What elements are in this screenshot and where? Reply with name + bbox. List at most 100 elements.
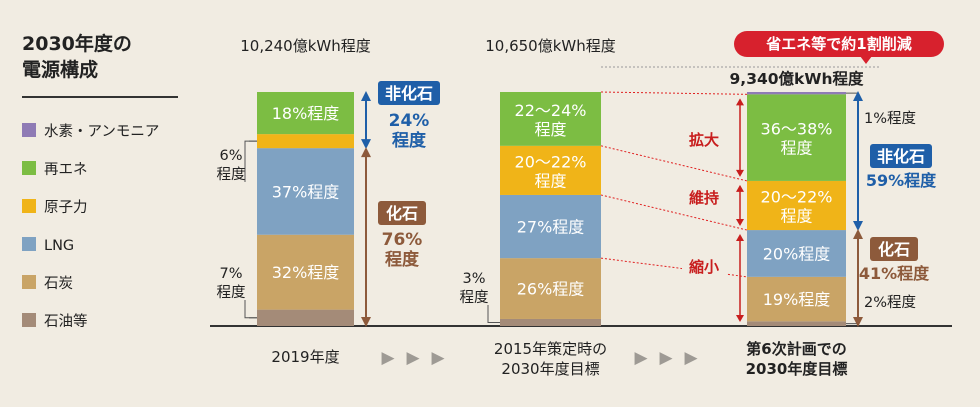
bar-2-segment-1 — [747, 276, 846, 322]
bar-0-segment-2 — [257, 148, 354, 235]
connector-dashed-1 — [600, 145, 748, 182]
bar-2-segment-3 — [747, 180, 846, 231]
progress-arrow-0-2: ▶ — [431, 348, 445, 368]
bar-0-group-1-arrow-bottom — [361, 317, 371, 327]
legend-label-2: 原子力 — [44, 199, 88, 216]
bar-2-group-1-arrow-bottom — [853, 317, 863, 327]
callout-tail — [860, 56, 872, 64]
bar-1-label-2: 27%程度 — [517, 218, 585, 237]
change-1-label: 維持 — [689, 189, 719, 207]
legend-swatch-4 — [22, 275, 36, 289]
bar-0-sidelabel-3: 6%程度 — [217, 148, 246, 183]
legend-swatch-0 — [22, 123, 36, 137]
bar-1-segment-1 — [500, 258, 601, 319]
bar-1-segment-3 — [500, 145, 601, 195]
progress-arrow-0-1: ▶ — [406, 348, 420, 368]
bar-2-sidelabel-5: 1%程度 — [864, 110, 916, 127]
progress-arrow-1-2: ▶ — [684, 348, 698, 368]
bar-1-segment-0 — [500, 318, 601, 326]
bar-0-group-0-box — [378, 81, 440, 105]
bar-1-leader2-0 — [487, 305, 500, 323]
bar-0-category: 2019年度 — [271, 348, 339, 366]
bar-2-group-1-value: 41%程度 — [859, 264, 930, 283]
bar-2-group-1-name: 化石 — [878, 240, 910, 259]
bar-2-group-0-name: 非化石 — [877, 147, 925, 166]
change-1-arrow-top — [736, 184, 744, 192]
bar-2-total: 9,340億kWh程度 — [730, 69, 864, 88]
bar-1-segment-4 — [500, 92, 601, 146]
bar-0-leader2-3 — [244, 140, 257, 182]
change-1-bg — [682, 187, 726, 209]
bar-2-segment-5 — [747, 92, 846, 95]
change-2-label: 縮小 — [689, 258, 719, 276]
bar-2-sidelabel-0: 2%程度 — [864, 294, 916, 311]
bar-0-group-1-name: 化石 — [386, 204, 418, 223]
legend-swatch-5 — [22, 313, 36, 327]
bar-2-segment-0 — [747, 321, 846, 326]
bar-2-group-0-arrow-top — [853, 91, 863, 101]
bar-2-label-3: 20～22%程度 — [761, 187, 833, 225]
bar-1-label-1: 26%程度 — [517, 280, 585, 299]
bar-2-group-1-arrow-top — [853, 229, 863, 240]
bar-0-segment-3 — [257, 134, 354, 149]
bar-2-group-1-box — [870, 237, 918, 261]
bar-0-group-0-arrow-top — [361, 91, 371, 101]
bar-0-sidelabel-0: 7%程度 — [217, 266, 246, 301]
bar-0-group-0-name: 非化石 — [385, 84, 433, 103]
bar-0-total: 10,240億kWh程度 — [240, 37, 371, 55]
bar-0-leader2-0 — [244, 300, 257, 319]
callout-text: 省エネ等で約1割削減 — [765, 35, 911, 53]
bar-2-label-1: 19%程度 — [763, 290, 831, 309]
connector-dashed-3 — [600, 257, 748, 278]
change-1-arrow-bottom — [736, 219, 744, 227]
bar-2-segment-2 — [747, 230, 846, 277]
bar-2-group-0-value: 59%程度 — [866, 171, 937, 190]
change-0-arrow-top — [736, 98, 744, 106]
bar-0-label-4: 18%程度 — [272, 104, 340, 123]
legend-label-1: 再エネ — [44, 161, 88, 178]
bar-2-segment-4 — [747, 94, 846, 181]
legend-swatch-1 — [22, 161, 36, 175]
bar-2-category: 第6次計画での 2030年度目標 — [746, 340, 848, 378]
bar-2-group-0-arrow-bottom — [853, 221, 863, 232]
bar-1-label-3: 20～22%程度 — [515, 152, 587, 190]
legend-swatch-3 — [22, 237, 36, 251]
bar-2-label-4: 36～38%程度 — [761, 120, 833, 158]
change-0-bg — [682, 129, 726, 151]
connector-dashed-2 — [600, 194, 748, 231]
bar-1-segment-2 — [500, 194, 601, 259]
change-2-bg — [682, 256, 726, 278]
bar-1-sidelabel-0: 3%程度 — [460, 271, 489, 306]
progress-arrow-1-1: ▶ — [659, 348, 673, 368]
bar-0-group-1-arrow-top — [361, 147, 371, 158]
bar-0-label-1: 32%程度 — [272, 263, 340, 282]
bar-0-segment-1 — [257, 234, 354, 310]
change-0-arrow-bottom — [736, 169, 744, 177]
change-0-label: 拡大 — [689, 131, 719, 149]
bar-0-segment-0 — [257, 309, 354, 326]
bar-1-total: 10,650億kWh程度 — [485, 37, 616, 55]
legend-label-4: 石炭 — [44, 275, 73, 292]
bar-0-group-0-value: 24%程度 — [389, 111, 430, 151]
legend-label-0: 水素・アンモニア — [44, 123, 159, 140]
chart-title: 2030年度の電源構成 — [22, 32, 132, 81]
bar-0-label-2: 37%程度 — [272, 182, 340, 201]
progress-arrow-0-0: ▶ — [381, 348, 395, 368]
callout-bubble — [734, 31, 944, 57]
legend-label-3: LNG — [44, 238, 74, 254]
bar-0-segment-4 — [257, 92, 354, 135]
bar-0-group-1-box — [378, 201, 426, 225]
bar-0-group-0-arrow-bottom — [361, 139, 371, 150]
bar-1-category: 2015年策定時の 2030年度目標 — [494, 340, 607, 378]
change-2-arrow-bottom — [736, 315, 744, 322]
connector-dashed-0 — [600, 91, 748, 95]
bar-0-group-1-value: 76%程度 — [382, 230, 423, 270]
legend-label-5: 石油等 — [44, 312, 88, 330]
bar-2-label-2: 20%程度 — [763, 244, 831, 263]
bar-1-label-4: 22～24%程度 — [515, 101, 587, 139]
legend-swatch-2 — [22, 199, 36, 213]
bar-2-group-0-box — [870, 144, 932, 168]
progress-arrow-1-0: ▶ — [634, 348, 648, 368]
